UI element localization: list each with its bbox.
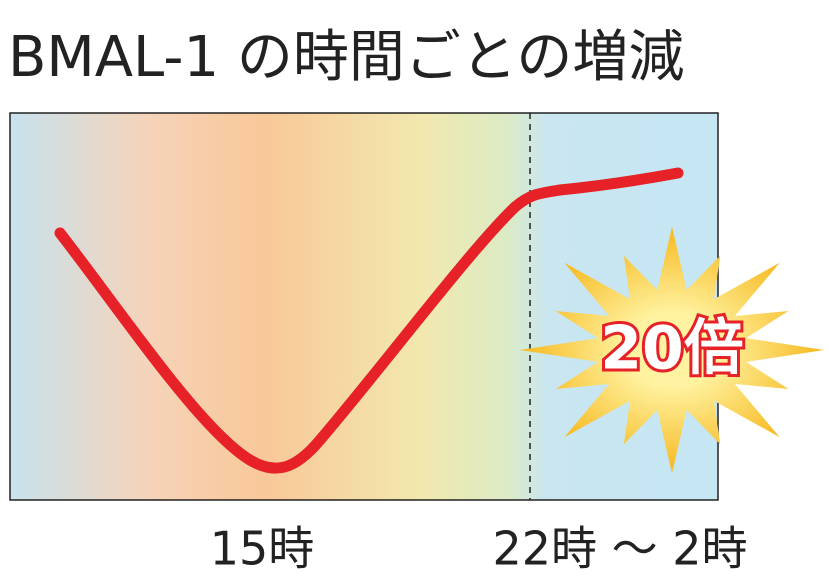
trend-curve bbox=[54, 167, 684, 474]
x-label: 22時 〜 2時 bbox=[492, 522, 747, 576]
plot-panel bbox=[9, 112, 719, 501]
x-label: 15時 bbox=[210, 522, 315, 576]
badge-label: 20倍 bbox=[600, 314, 744, 384]
title: BMAL-1 の時間ごとの増減 bbox=[8, 25, 684, 90]
starburst bbox=[519, 226, 825, 474]
burst bbox=[519, 226, 825, 474]
